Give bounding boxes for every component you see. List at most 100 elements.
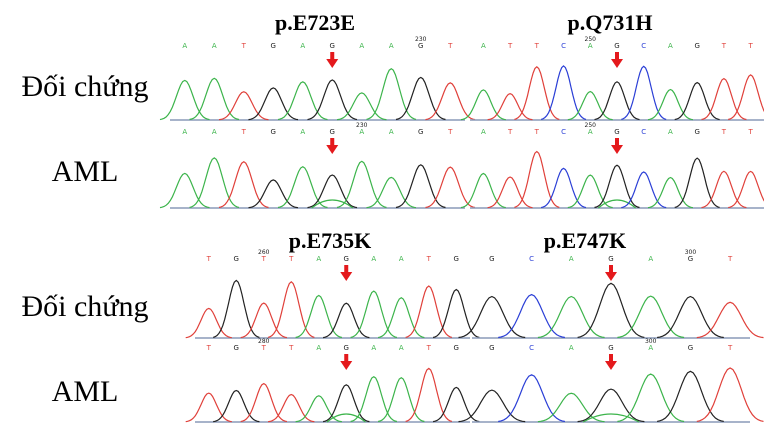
base-call: A: [668, 128, 673, 136]
arrow: [340, 272, 352, 281]
row-label: AML: [52, 375, 119, 408]
base-call: G: [608, 255, 613, 263]
base-call: G: [271, 42, 276, 50]
base-call: A: [389, 128, 394, 136]
trace-peak: [498, 295, 565, 338]
base-call: T: [721, 42, 727, 50]
trace-peak: [278, 167, 328, 208]
trace-peak: [186, 393, 232, 422]
arrow: [344, 265, 348, 273]
trace-peak: [268, 282, 314, 338]
base-call: T: [507, 128, 513, 136]
base-call: G: [330, 42, 335, 50]
trace-peak: [538, 297, 605, 338]
arrow: [615, 52, 619, 60]
base-call: T: [727, 344, 733, 352]
base-call: T: [261, 344, 267, 352]
trace-peak: [728, 75, 764, 120]
trace-peak: [538, 393, 605, 421]
trace-peak: [160, 80, 210, 119]
arrow: [340, 361, 352, 370]
trace-peak: [351, 377, 397, 422]
base-call: A: [648, 344, 653, 352]
base-call: T: [288, 255, 294, 263]
base-call: G: [234, 255, 239, 263]
trace-peak: [249, 88, 299, 120]
trace-peak: [378, 298, 424, 338]
trace-peak: [241, 384, 287, 422]
base-call: G: [344, 255, 349, 263]
arrow: [611, 59, 623, 68]
base-call: A: [668, 42, 673, 50]
base-call: G: [454, 255, 459, 263]
base-call: A: [300, 42, 305, 50]
base-call: T: [534, 42, 540, 50]
trace-peak: [213, 391, 259, 422]
base-call: A: [316, 255, 321, 263]
row-label: AML: [52, 155, 119, 188]
base-call: G: [614, 128, 619, 136]
base-call: T: [447, 128, 453, 136]
base-call: T: [507, 42, 513, 50]
base-call: G: [694, 128, 699, 136]
trace-peak: [186, 308, 232, 337]
trace-peak: [351, 291, 397, 337]
position-label: 250: [585, 36, 597, 43]
base-call: A: [359, 42, 364, 50]
arrow: [609, 265, 613, 273]
base-call: G: [489, 255, 494, 263]
base-call: G: [330, 128, 335, 136]
trace-peak: [459, 297, 526, 338]
trace-peak: [697, 302, 764, 337]
trace-peak: [675, 158, 720, 207]
base-call: G: [344, 344, 349, 352]
base-call: T: [206, 344, 212, 352]
base-call: A: [182, 42, 187, 50]
trace-peak: [648, 90, 693, 120]
trace-peak: [378, 378, 424, 422]
base-call: T: [426, 255, 432, 263]
trace-peak: [461, 174, 506, 208]
base-call: C: [641, 42, 646, 50]
base-call: T: [721, 128, 727, 136]
trace-peak: [728, 171, 764, 207]
trace-peak: [426, 83, 476, 120]
trace-peak: [697, 368, 764, 421]
position-label: 280: [258, 338, 270, 345]
trace-peak: [657, 371, 724, 421]
trace-peak: [426, 167, 476, 207]
position-label: 260: [258, 249, 270, 256]
base-call: C: [529, 344, 534, 352]
trace-peak: [617, 374, 684, 421]
position-label: 300: [645, 338, 657, 345]
panel-title: p.Q731H: [568, 10, 653, 35]
trace-peak: [488, 177, 533, 208]
arrow: [330, 52, 334, 60]
trace-peak: [190, 158, 240, 208]
base-call: T: [747, 42, 753, 50]
arrow: [344, 354, 348, 362]
base-call: G: [688, 255, 693, 263]
base-call: G: [418, 42, 423, 50]
trace-peak: [675, 83, 720, 120]
position-label: 230: [415, 36, 427, 43]
arrow: [326, 145, 338, 154]
arrow: [609, 354, 613, 362]
base-call: A: [569, 255, 574, 263]
base-call: A: [399, 344, 404, 352]
trace-peak: [396, 77, 446, 119]
base-call: G: [234, 344, 239, 352]
base-call: A: [371, 255, 376, 263]
panel-title: p.E723E: [275, 10, 355, 35]
arrow: [605, 272, 617, 281]
position-label: 250: [585, 122, 597, 129]
base-call: G: [614, 42, 619, 50]
base-call: T: [727, 255, 733, 263]
trace-peak: [396, 165, 446, 208]
trace-peak: [323, 385, 369, 422]
arrow: [326, 59, 338, 68]
base-call: G: [454, 344, 459, 352]
arrow: [611, 145, 623, 154]
base-call: T: [288, 344, 294, 352]
trace-peak: [278, 82, 328, 120]
